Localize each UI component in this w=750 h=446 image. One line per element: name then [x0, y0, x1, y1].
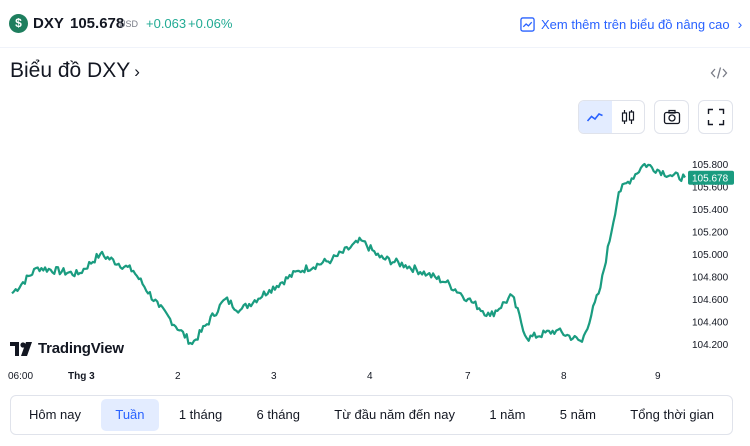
x-tick-label: 06:00 [8, 371, 33, 382]
embed-code-icon[interactable] [710, 64, 728, 82]
y-tick-label: 105.200 [692, 228, 729, 239]
advanced-chart-link-text: Xem thêm trên biểu đồ nâng cao [541, 16, 730, 32]
price-line [11, 162, 686, 346]
line-chart-button[interactable] [579, 101, 612, 133]
screenshot-button[interactable] [654, 100, 689, 134]
fullscreen-button[interactable] [698, 100, 733, 134]
y-tick-label: 104.800 [692, 273, 729, 284]
time-range-selector: Hôm nay Tuần 1 tháng 6 tháng Từ đầu năm đến … [10, 395, 733, 435]
range-button[interactable]: 5 năm [559, 407, 596, 422]
tradingview-logo-text: TradingView [38, 340, 124, 357]
range-button[interactable]: Hôm nay [29, 407, 82, 422]
range-button[interactable]: 6 tháng [256, 407, 300, 422]
symbol-currency: USD [119, 19, 139, 29]
x-tick-label: 3 [271, 371, 277, 382]
symbol-price: 105.678 [70, 15, 125, 32]
tradingview-logo-icon [10, 341, 32, 356]
price-chart[interactable]: 105.800 105.600 105.400 105.200 105.000 104.8… [0, 140, 750, 385]
camera-icon [663, 109, 680, 125]
x-tick-label: Thg 3 [68, 371, 95, 382]
y-tick-label: 105.000 [692, 250, 729, 261]
chart-link-icon [520, 16, 535, 32]
y-tick-label: 105.400 [692, 205, 729, 216]
candlestick-button[interactable] [612, 101, 645, 133]
x-tick-label: 7 [465, 371, 471, 382]
chevron-right-icon: › [737, 16, 743, 32]
range-button[interactable]: 1 năm [489, 407, 526, 422]
range-button[interactable]: Tổng thời gian [630, 407, 714, 422]
x-tick-label: 4 [367, 371, 373, 382]
x-axis: 06:00 Thg 3 2 3 4 7 8 9 [8, 371, 661, 382]
dollar-icon: $ [9, 14, 28, 33]
symbol-name[interactable]: DXY [33, 15, 64, 32]
y-tick-label: 104.200 [692, 340, 729, 351]
y-axis: 105.800 105.600 105.400 105.200 105.000 104.8… [692, 160, 729, 351]
tradingview-logo[interactable]: TradingView [10, 340, 124, 357]
y-tick-label: 104.400 [692, 318, 729, 329]
chevron-right-icon: › [134, 62, 140, 81]
y-tick-label: 104.600 [692, 295, 729, 306]
chart-title-text: Biểu đồ DXY [10, 59, 131, 82]
line-chart-icon [587, 113, 604, 122]
range-button[interactable]: Từ đầu năm đến nay [334, 407, 455, 422]
x-tick-label: 9 [655, 371, 661, 382]
x-tick-label: 8 [561, 371, 567, 382]
fullscreen-icon [707, 108, 724, 126]
last-price-label: 105.678 [688, 170, 734, 185]
price-change: +0.063 [146, 16, 187, 31]
chart-title[interactable]: Biểu đồ DXY › [10, 59, 140, 83]
range-button[interactable]: Tuần [101, 399, 159, 431]
y-tick-label: 105.600 [692, 183, 729, 194]
symbol-header: $ DXY 105.678 USD +0.063 +0.06% Xem thêm… [0, 0, 750, 48]
y-tick-label: 105.800 [692, 160, 729, 171]
candlestick-icon [621, 110, 634, 124]
advanced-chart-link[interactable]: Xem thêm trên biểu đồ nâng cao › [520, 14, 742, 34]
x-tick-label: 2 [175, 371, 181, 382]
last-price-value: 105.678 [692, 174, 729, 185]
last-price-badge [688, 170, 734, 185]
chart-style-toggle [578, 100, 645, 134]
price-change-percent: +0.06% [188, 16, 233, 31]
range-button[interactable]: 1 tháng [178, 407, 223, 422]
